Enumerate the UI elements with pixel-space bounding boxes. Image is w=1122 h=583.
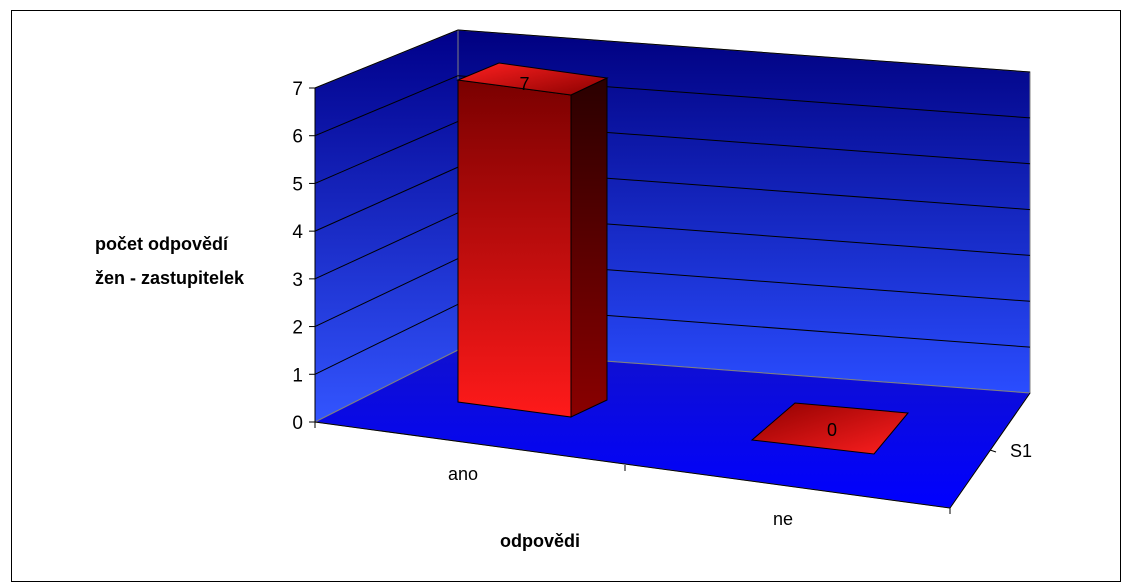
y-tick-label-0: 0	[292, 413, 303, 434]
gridline-back	[457, 29, 1031, 73]
y-axis-title-line2: žen - zastupitelek	[95, 268, 245, 288]
bar-front-ano	[457, 79, 572, 418]
y-tick-label-1: 1	[292, 365, 303, 386]
category-label-ne: ne	[773, 509, 793, 529]
x-axis-title: odpovědi	[500, 531, 580, 551]
depth-tick-mark	[989, 449, 997, 453]
y-axis-title-line1: počet odpovědí	[95, 234, 229, 254]
category-label-ano: ano	[448, 464, 478, 484]
y-tick-label-3: 3	[292, 270, 303, 291]
data-label-ne: 0	[827, 420, 837, 440]
gridline-side	[314, 166, 459, 232]
bar-top-ano	[456, 62, 609, 96]
bar-flat-ne	[750, 402, 909, 455]
y-tick-labels: 0 1 2 3 4 5 6 7	[292, 79, 303, 434]
series-label-s1: S1	[1010, 441, 1032, 461]
y-tick-label-2: 2	[292, 318, 303, 339]
x-axis-line	[314, 421, 951, 509]
gridline-side	[314, 212, 459, 280]
y-tick-label-5: 5	[292, 174, 303, 195]
bar-ano: 7	[456, 62, 609, 418]
gridline-side	[314, 29, 459, 89]
gridline-side	[314, 258, 459, 328]
axes	[309, 87, 1031, 514]
data-label-ano: 7	[519, 74, 529, 94]
gridline-side	[314, 75, 459, 137]
bar-ne: 0	[750, 402, 909, 455]
bar-side-ano	[570, 77, 608, 418]
gridline-side	[314, 120, 459, 184]
gridline-side	[314, 303, 459, 375]
bars: 70	[456, 62, 909, 455]
y-tick-label-7: 7	[292, 79, 303, 100]
y-tick-label-4: 4	[292, 222, 303, 243]
y-tick-label-6: 6	[292, 127, 303, 148]
